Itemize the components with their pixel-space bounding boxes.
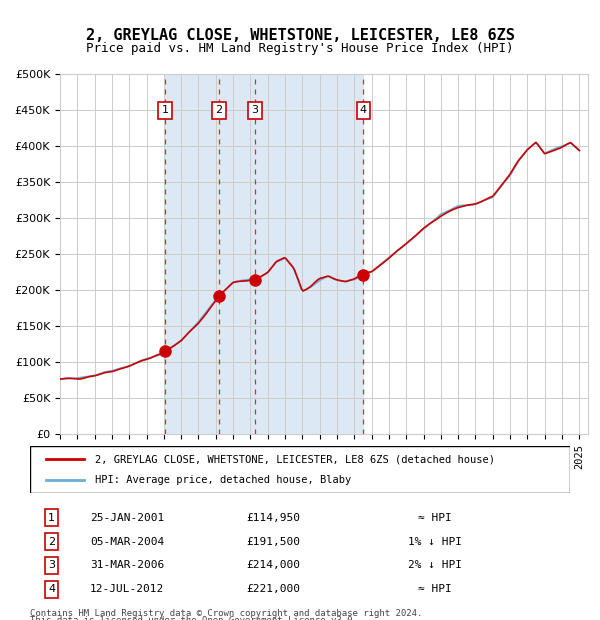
- Text: 05-MAR-2004: 05-MAR-2004: [90, 536, 164, 547]
- Text: £191,500: £191,500: [246, 536, 300, 547]
- Text: 4: 4: [48, 584, 55, 595]
- Text: ≈ HPI: ≈ HPI: [418, 584, 452, 595]
- Text: £114,950: £114,950: [246, 513, 300, 523]
- Text: 2: 2: [48, 536, 55, 547]
- Text: 25-JAN-2001: 25-JAN-2001: [90, 513, 164, 523]
- Text: 12-JUL-2012: 12-JUL-2012: [90, 584, 164, 595]
- Text: 2% ↓ HPI: 2% ↓ HPI: [408, 560, 462, 570]
- Text: 2, GREYLAG CLOSE, WHETSTONE, LEICESTER, LE8 6ZS: 2, GREYLAG CLOSE, WHETSTONE, LEICESTER, …: [86, 28, 514, 43]
- Text: 3: 3: [48, 560, 55, 570]
- Text: ≈ HPI: ≈ HPI: [418, 513, 452, 523]
- Text: Contains HM Land Registry data © Crown copyright and database right 2024.: Contains HM Land Registry data © Crown c…: [30, 609, 422, 618]
- Bar: [165, 74, 364, 434]
- Text: HPI: Average price, detached house, Blaby: HPI: Average price, detached house, Blab…: [95, 475, 351, 485]
- Text: 31-MAR-2006: 31-MAR-2006: [90, 560, 164, 570]
- Text: £214,000: £214,000: [246, 560, 300, 570]
- Text: 1% ↓ HPI: 1% ↓ HPI: [408, 536, 462, 547]
- Text: 3: 3: [251, 105, 258, 115]
- Text: 2: 2: [215, 105, 223, 115]
- Text: 4: 4: [360, 105, 367, 115]
- Text: £221,000: £221,000: [246, 584, 300, 595]
- Text: 1: 1: [48, 513, 55, 523]
- Text: This data is licensed under the Open Government Licence v3.0.: This data is licensed under the Open Gov…: [30, 616, 358, 620]
- Text: Price paid vs. HM Land Registry's House Price Index (HPI): Price paid vs. HM Land Registry's House …: [86, 42, 514, 55]
- FancyBboxPatch shape: [30, 446, 570, 493]
- Text: 2, GREYLAG CLOSE, WHETSTONE, LEICESTER, LE8 6ZS (detached house): 2, GREYLAG CLOSE, WHETSTONE, LEICESTER, …: [95, 454, 495, 464]
- Text: 1: 1: [161, 105, 169, 115]
